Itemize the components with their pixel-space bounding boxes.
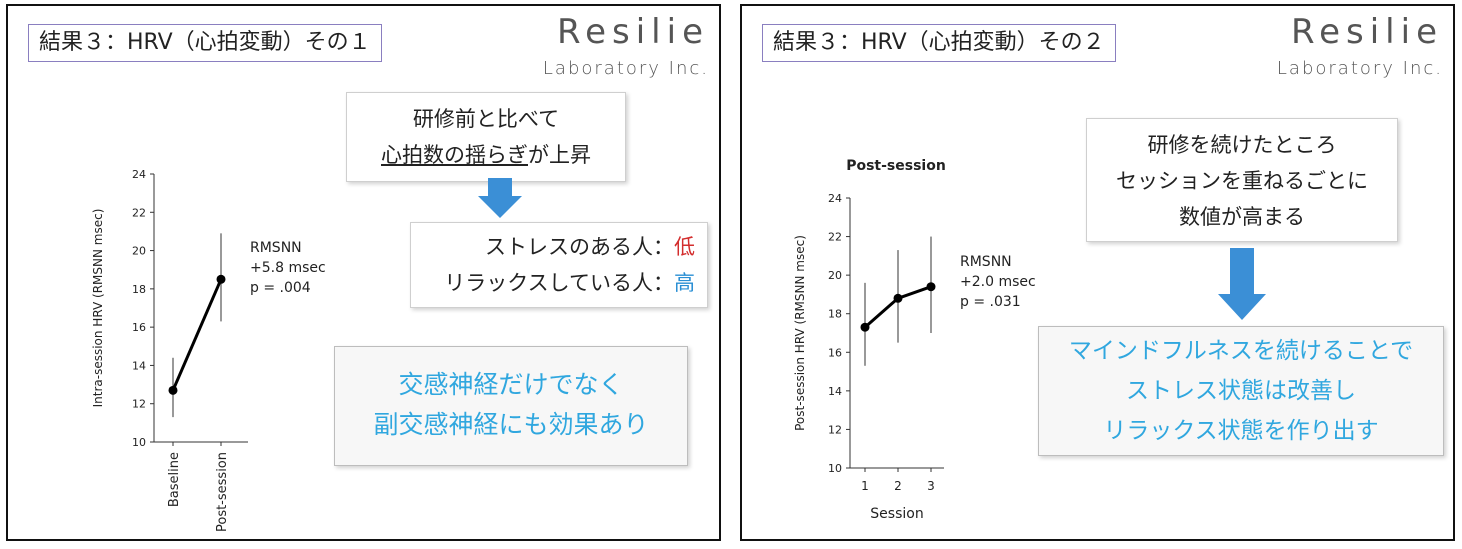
finding-line-2: 心拍数の揺らぎが上昇 xyxy=(347,137,625,173)
x-tick-label: Post-session xyxy=(215,452,230,532)
finding-line-2: セッションを重ねるごとに xyxy=(1116,169,1368,193)
effect-box: ストレスのある人：低 リラックスしている人：高 xyxy=(410,222,708,308)
company-logo: Resilie Laboratory Inc. xyxy=(1277,12,1443,80)
finding-line-1: 研修を続けたところ xyxy=(1147,133,1337,157)
y-tick-label: 10 xyxy=(828,462,842,475)
y-tick-label: 18 xyxy=(828,308,842,321)
stat-annotation: RMSNN +5.8 msec p = .004 xyxy=(250,238,326,298)
slide-2: 結果３：HRV（心拍変動）その２ Resilie Laboratory Inc.… xyxy=(740,4,1455,541)
y-tick-label: 22 xyxy=(132,206,146,219)
data-point xyxy=(168,385,178,395)
finding-line-3: 数値が高まる xyxy=(1179,205,1305,229)
logo-sub-text: Laboratory Inc. xyxy=(1276,58,1443,79)
y-tick-label: 16 xyxy=(828,346,842,359)
slide-title: 結果３：HRV（心拍変動）その１ xyxy=(28,24,382,62)
conclusion-box: 交感神経だけでなく 副交感神経にも効果あり xyxy=(334,346,688,466)
conclusion-box: マインドフルネスを続けることで ストレス状態は改善し リラックス状態を作り出す xyxy=(1038,326,1444,456)
y-tick-label: 24 xyxy=(132,168,146,181)
x-tick-label: 2 xyxy=(894,479,902,493)
effect-value-high: 高 xyxy=(674,271,695,295)
effect-label-relaxed: リラックスしている人： xyxy=(444,271,674,295)
stat-p-value: p = .031 xyxy=(960,294,1021,310)
y-tick-label: 20 xyxy=(132,245,146,258)
down-arrow-icon xyxy=(1218,248,1266,320)
effect-line-2: リラックスしている人：高 xyxy=(411,265,695,301)
conclusion-line-1: 交感神経だけでなく xyxy=(398,370,624,399)
finding-rest: が上昇 xyxy=(528,143,591,167)
logo-main-text: Resilie xyxy=(557,12,709,52)
finding-box: 研修前と比べて 心拍数の揺らぎが上昇 xyxy=(346,92,626,182)
stat-annotation: RMSNN +2.0 msec p = .031 xyxy=(960,252,1036,312)
chart-title: Post-session xyxy=(846,158,946,174)
y-tick-label: 14 xyxy=(132,359,146,372)
slide-title: 結果３：HRV（心拍変動）その２ xyxy=(762,24,1116,62)
chart-intra-session-hrv: 10 12 14 16 18 20 22 24 Baseline Post-session Intr… xyxy=(91,168,248,532)
data-point xyxy=(893,293,903,303)
logo-sub-text: Laboratory Inc. xyxy=(542,58,709,79)
y-tick-label: 22 xyxy=(828,231,842,244)
x-tick-label: Baseline xyxy=(167,452,182,507)
x-tick-label: 3 xyxy=(927,479,935,493)
y-tick-label: 12 xyxy=(132,398,146,411)
slide-1: 結果３：HRV（心拍変動）その１ Resilie Laboratory Inc.… xyxy=(6,4,721,541)
y-axis-label: Post-session HRV (RMSNN msec) xyxy=(793,235,807,431)
series-line xyxy=(171,278,223,391)
effect-value-low: 低 xyxy=(674,235,695,259)
data-point xyxy=(216,274,226,284)
stat-metric: RMSNN xyxy=(250,240,302,256)
finding-underlined: 心拍数の揺らぎ xyxy=(381,143,528,167)
y-tick-label: 20 xyxy=(828,269,842,282)
data-point xyxy=(926,282,936,292)
effect-label-stressed: ストレスのある人： xyxy=(485,235,674,259)
x-axis-label: Session xyxy=(870,506,923,522)
conclusion-line-1: マインドフルネスを続けることで xyxy=(1068,338,1414,364)
y-axis-label: Intra-session HRV (RMSNN msec) xyxy=(91,209,105,408)
data-point xyxy=(860,322,870,332)
y-tick-label: 14 xyxy=(828,385,842,398)
finding-box: 研修を続けたところ セッションを重ねるごとに 数値が高まる xyxy=(1086,118,1398,242)
y-tick-label: 16 xyxy=(132,321,146,334)
stat-difference: +5.8 msec xyxy=(250,260,326,276)
logo-main-text: Resilie xyxy=(1291,12,1443,52)
stat-p-value: p = .004 xyxy=(250,280,311,296)
conclusion-line-2: 副交感神経にも効果あり xyxy=(373,410,649,439)
x-tick-label: 1 xyxy=(861,479,869,493)
y-tick-label: 10 xyxy=(132,436,146,449)
down-arrow-icon xyxy=(478,178,522,218)
finding-line-1: 研修前と比べて xyxy=(412,107,560,131)
company-logo: Resilie Laboratory Inc. xyxy=(543,12,709,80)
y-tick-label: 24 xyxy=(828,192,842,205)
y-tick-label: 12 xyxy=(828,423,842,436)
stat-difference: +2.0 msec xyxy=(960,274,1036,290)
conclusion-line-2: ストレス状態は改善し xyxy=(1126,378,1356,404)
conclusion-line-3: リラックス状態を作り出す xyxy=(1103,418,1379,444)
y-tick-label: 18 xyxy=(132,283,146,296)
stat-metric: RMSNN xyxy=(960,254,1012,270)
effect-line-1: ストレスのある人：低 xyxy=(411,229,695,265)
